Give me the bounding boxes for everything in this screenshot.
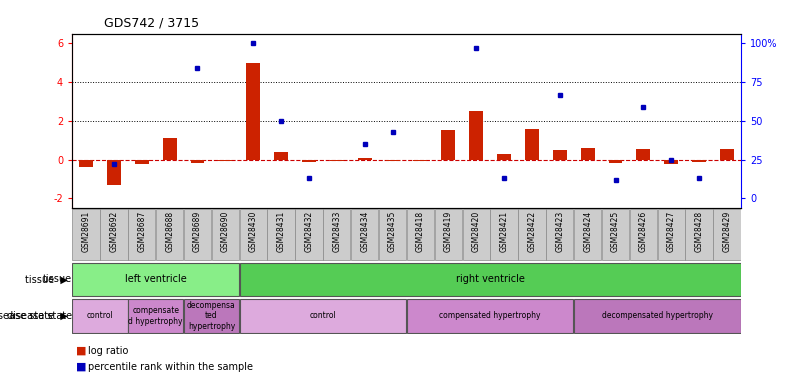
Text: GSM28431: GSM28431	[276, 211, 286, 252]
Bar	[268, 209, 295, 260]
Bar	[574, 209, 602, 260]
Text: GSM28419: GSM28419	[444, 211, 453, 252]
Bar	[191, 160, 204, 163]
Bar	[135, 160, 149, 164]
Bar	[407, 209, 434, 260]
Bar	[609, 160, 622, 163]
Bar	[664, 160, 678, 164]
Bar	[518, 209, 545, 260]
Bar	[469, 111, 483, 160]
Bar	[246, 63, 260, 160]
Text: GSM28427: GSM28427	[666, 211, 676, 252]
Bar	[323, 209, 351, 260]
Bar	[184, 209, 211, 260]
Bar	[358, 158, 372, 160]
Text: GSM28425: GSM28425	[611, 211, 620, 252]
Bar	[128, 299, 183, 333]
Text: decompensated hypertrophy: decompensated hypertrophy	[602, 311, 713, 320]
Bar	[302, 160, 316, 162]
Text: disease state: disease state	[7, 311, 72, 321]
Text: GSM28429: GSM28429	[723, 211, 731, 252]
Bar	[379, 209, 406, 260]
Bar	[184, 299, 239, 333]
Bar	[128, 209, 155, 260]
Bar	[163, 138, 176, 160]
Bar	[351, 209, 378, 260]
Bar	[441, 130, 455, 160]
Text: GSM28688: GSM28688	[165, 211, 174, 252]
Bar	[100, 209, 127, 260]
Bar	[490, 209, 517, 260]
Bar	[435, 209, 462, 260]
Text: GSM28434: GSM28434	[360, 211, 369, 252]
Text: tissue  ▶: tissue ▶	[25, 274, 68, 284]
Bar	[714, 209, 741, 260]
Bar	[296, 209, 323, 260]
Bar	[602, 209, 629, 260]
Bar	[107, 160, 121, 185]
Bar	[546, 209, 574, 260]
Bar	[239, 299, 406, 333]
Bar	[156, 209, 183, 260]
Bar	[239, 262, 741, 296]
Bar	[692, 160, 706, 162]
Bar	[581, 148, 594, 160]
Text: compensated hypertrophy: compensated hypertrophy	[440, 311, 541, 320]
Text: GSM28423: GSM28423	[555, 211, 564, 252]
Text: GSM28690: GSM28690	[221, 211, 230, 252]
Text: GDS742 / 3715: GDS742 / 3715	[104, 17, 199, 30]
Text: GSM28432: GSM28432	[304, 211, 313, 252]
Bar	[462, 209, 490, 260]
Text: GSM28689: GSM28689	[193, 211, 202, 252]
Bar	[686, 209, 713, 260]
Text: ■: ■	[76, 362, 87, 372]
Bar	[574, 299, 741, 333]
Text: right ventricle: right ventricle	[456, 274, 525, 284]
Bar	[553, 150, 567, 160]
Bar	[525, 129, 539, 160]
Text: control: control	[309, 311, 336, 320]
Bar	[239, 209, 267, 260]
Text: compensate
d hypertrophy: compensate d hypertrophy	[128, 306, 183, 326]
Bar	[79, 160, 93, 167]
Bar	[407, 299, 574, 333]
Text: GSM28418: GSM28418	[416, 211, 425, 252]
Text: GSM28428: GSM28428	[694, 211, 703, 252]
Text: GSM28424: GSM28424	[583, 211, 592, 252]
Text: decompensa
ted
hypertrophy: decompensa ted hypertrophy	[187, 301, 235, 331]
Bar	[72, 262, 239, 296]
Text: disease state  ▶: disease state ▶	[0, 311, 68, 321]
Bar	[720, 149, 734, 160]
Text: control: control	[87, 311, 113, 320]
Text: log ratio: log ratio	[88, 346, 128, 355]
Text: GSM28692: GSM28692	[110, 211, 119, 252]
Bar	[72, 299, 127, 333]
Text: GSM28687: GSM28687	[137, 211, 147, 252]
Bar	[274, 152, 288, 160]
Bar	[497, 154, 511, 160]
Bar	[658, 209, 685, 260]
Text: percentile rank within the sample: percentile rank within the sample	[88, 362, 253, 372]
Bar	[637, 149, 650, 160]
Bar	[72, 209, 99, 260]
Bar	[211, 209, 239, 260]
Text: tissue: tissue	[43, 274, 72, 284]
Text: GSM28433: GSM28433	[332, 211, 341, 252]
Text: GSM28420: GSM28420	[472, 211, 481, 252]
Text: GSM28430: GSM28430	[249, 211, 258, 252]
Text: GSM28421: GSM28421	[500, 211, 509, 252]
Text: GSM28422: GSM28422	[527, 211, 537, 252]
Text: GSM28426: GSM28426	[639, 211, 648, 252]
Text: ■: ■	[76, 346, 87, 355]
Text: GSM28435: GSM28435	[388, 211, 397, 252]
Text: left ventricle: left ventricle	[125, 274, 187, 284]
Bar	[630, 209, 657, 260]
Text: GSM28691: GSM28691	[82, 211, 91, 252]
